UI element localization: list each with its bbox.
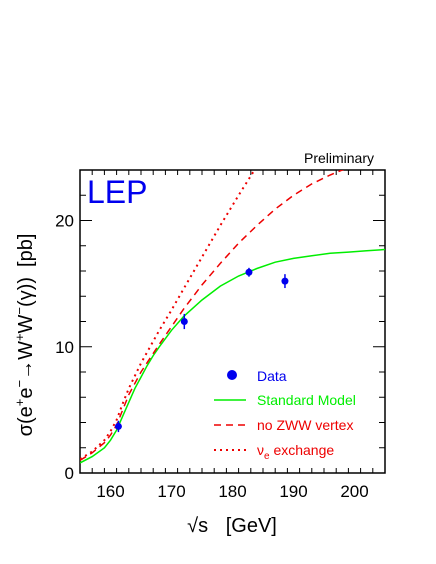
series-line-1 [80, 170, 345, 462]
x-axis-label: √s [GeV] [187, 515, 277, 537]
x-tick-label: 170 [157, 482, 185, 501]
legend-standard-model-label: Standard Model [257, 392, 356, 408]
y-axis-label: σ(e+e−→W+W−(γ))[pb] [12, 234, 37, 437]
legend-data-label: Data [257, 368, 287, 384]
x-axis-label-unit: [GeV] [226, 515, 277, 537]
x-tick-label: 190 [279, 482, 307, 501]
x-tick-label: 200 [340, 482, 368, 501]
data-point [245, 268, 253, 276]
data-point [114, 422, 122, 430]
legend-data-marker [227, 370, 237, 380]
data-point [180, 318, 188, 325]
legend-item-nue-exchange: νe exchange [214, 442, 334, 462]
legend-item-no-zww: no ZWW vertex [214, 417, 353, 433]
x-axis-label-root: √s [187, 515, 208, 537]
series-line-0 [80, 248, 385, 464]
legend-item-standard-model: Standard Model [214, 392, 356, 408]
legend: Data Standard Model no ZWW vertex νe exc… [214, 368, 356, 462]
y-tick-label: 0 [65, 464, 74, 483]
experiment-label: LEP [87, 174, 147, 210]
x-tick-label: 180 [218, 482, 246, 501]
legend-item-data: Data [227, 368, 287, 384]
legend-nue-exchange-label: νe exchange [257, 442, 334, 462]
y-tick-label: 20 [55, 212, 74, 231]
series-line-2 [80, 170, 256, 460]
preliminary-label: Preliminary [304, 150, 374, 166]
legend-no-zww-label: no ZWW vertex [257, 417, 353, 433]
data-point [281, 277, 289, 285]
y-tick-label: 10 [55, 338, 74, 357]
x-tick-label: 160 [96, 482, 124, 501]
